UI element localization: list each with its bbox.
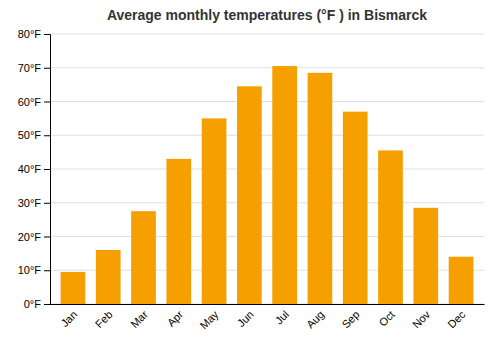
y-tick-label: 60°F xyxy=(18,96,42,108)
x-tick: Aug xyxy=(304,304,326,331)
y-tick-label: 50°F xyxy=(18,129,42,141)
x-tick: Dec xyxy=(445,304,468,330)
x-tick-label: Jul xyxy=(273,308,291,326)
x-tick-label: Oct xyxy=(376,308,397,329)
grid-line xyxy=(50,202,484,203)
x-tick-label: Nov xyxy=(410,308,433,331)
x-tick: May xyxy=(197,304,221,331)
y-tick-label: 0°F xyxy=(24,298,42,310)
y-tick-label: 40°F xyxy=(18,163,42,175)
x-axis: Jan Feb Mar Apr May Jun Jul Aug Sep Oct Nov Dec xyxy=(51,304,485,331)
y-tick-line xyxy=(44,237,50,238)
y-tick: 20°F xyxy=(18,231,50,243)
x-tick-label: Apr xyxy=(165,308,186,329)
x-tick-label: Jan xyxy=(58,308,79,329)
grid-line xyxy=(50,169,484,170)
bar xyxy=(378,150,403,304)
x-tick-label: Mar xyxy=(128,308,150,330)
y-tick-label: 10°F xyxy=(18,264,42,276)
y-tick-label: 20°F xyxy=(18,231,42,243)
x-tick: Jun xyxy=(235,304,256,329)
y-tick-label: 30°F xyxy=(18,197,42,209)
grid-line xyxy=(50,101,484,102)
y-tick: 30°F xyxy=(18,197,50,209)
x-tick-label: Sep xyxy=(339,308,361,330)
y-tick-line xyxy=(44,203,50,204)
y-tick: 50°F xyxy=(18,129,50,141)
y-tick-line xyxy=(44,34,50,35)
x-tick: Nov xyxy=(410,304,433,330)
x-tick: Mar xyxy=(128,304,150,330)
bar xyxy=(131,211,156,304)
bar xyxy=(96,250,121,304)
x-tick-label: Jun xyxy=(235,308,256,329)
bar xyxy=(237,86,262,304)
y-tick-line xyxy=(44,102,50,103)
y-tick: 70°F xyxy=(18,62,50,74)
bar xyxy=(166,159,191,304)
bar xyxy=(449,257,474,304)
bar xyxy=(272,66,297,304)
y-tick-line xyxy=(44,304,50,305)
y-tick-label: 70°F xyxy=(18,62,42,74)
bar xyxy=(343,112,368,304)
y-axis: 0°F 10°F 20°F 30°F 40°F 50°F 60°F 70°F 80°F xyxy=(18,28,51,310)
bar xyxy=(202,118,227,304)
y-tick: 40°F xyxy=(18,163,50,175)
x-tick: Oct xyxy=(376,304,397,329)
grid xyxy=(50,34,484,304)
x-tick: Jan xyxy=(58,304,79,329)
x-tick-label: Dec xyxy=(445,308,468,331)
y-tick: 80°F xyxy=(18,28,50,40)
y-tick-line xyxy=(44,169,50,170)
bar xyxy=(308,73,333,304)
x-tick: Sep xyxy=(339,304,361,331)
y-tick-line xyxy=(44,68,50,69)
y-tick-line xyxy=(44,270,50,271)
bar xyxy=(61,272,86,304)
y-tick-line xyxy=(44,135,50,136)
title: Average monthly temperatures (°F ) in Bi… xyxy=(107,7,427,23)
grid-line xyxy=(50,34,484,35)
x-tick-label: May xyxy=(197,308,221,332)
grid-line xyxy=(50,67,484,68)
grid-line xyxy=(50,135,484,136)
y-tick: 10°F xyxy=(18,264,50,276)
y-tick: 60°F xyxy=(18,96,50,108)
x-tick: Jul xyxy=(273,304,291,327)
x-axis-line xyxy=(51,304,485,305)
y-tick-label: 80°F xyxy=(18,28,42,40)
x-tick: Feb xyxy=(93,304,115,330)
y-axis-line xyxy=(44,35,51,305)
plot: Jan Feb Mar Apr May Jun Jul Aug Sep Oct Nov Dec 0°F 1… xyxy=(18,28,485,331)
bar xyxy=(413,208,438,304)
chart: Jan Feb Mar Apr May Jun Jul Aug Sep Oct Nov Dec 0°F 1… xyxy=(0,0,500,350)
x-tick: Apr xyxy=(165,304,186,329)
bars xyxy=(61,66,474,304)
x-tick-label: Aug xyxy=(304,308,326,330)
x-tick-label: Feb xyxy=(93,308,115,330)
y-tick: 0°F xyxy=(24,298,50,310)
